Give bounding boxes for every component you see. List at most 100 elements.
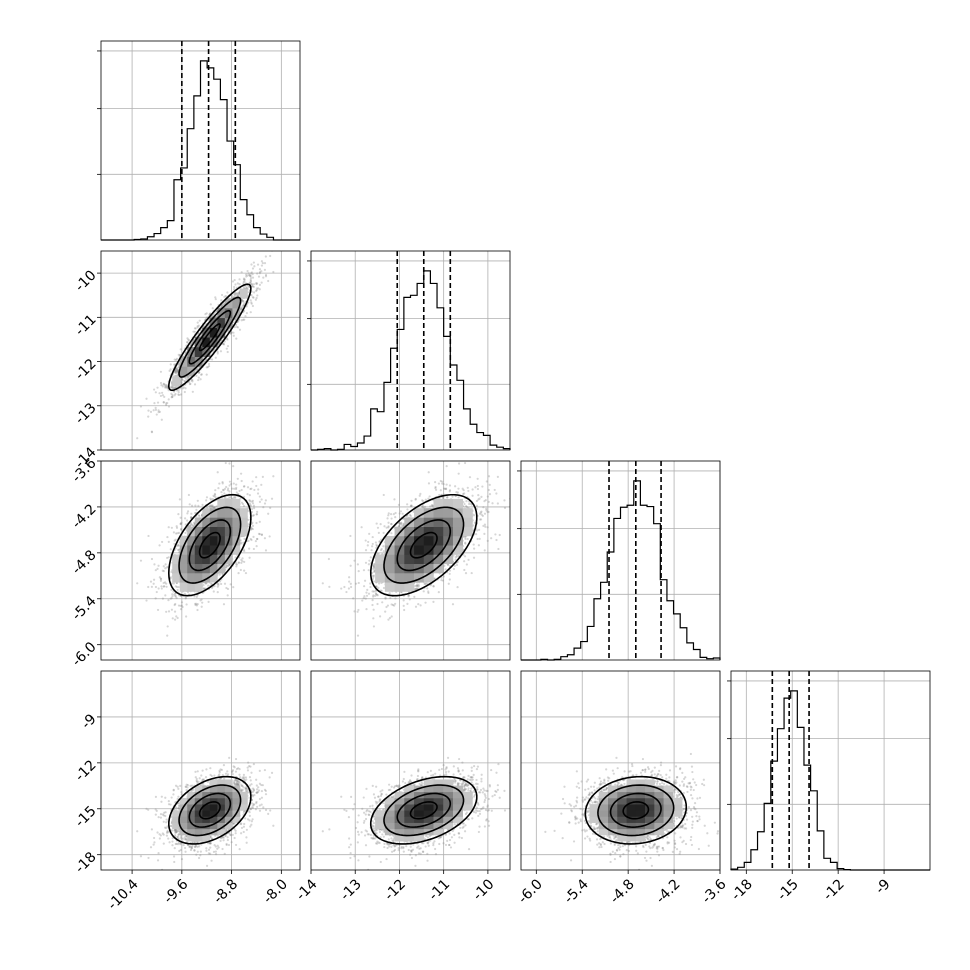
sample-point (229, 495, 232, 499)
sample-point (251, 296, 254, 299)
sample-point (161, 385, 164, 388)
sample-point (174, 370, 177, 373)
sample-point (234, 556, 237, 559)
sample-point (256, 510, 259, 513)
sample-point (255, 288, 258, 292)
sample-point (210, 505, 214, 509)
sample-point (145, 397, 148, 400)
sample-point (236, 282, 239, 285)
sample-point (239, 542, 242, 545)
sample-point (250, 263, 253, 266)
sample-point (187, 376, 190, 379)
sample-point (167, 598, 170, 602)
sample-point (254, 540, 257, 543)
sample-point (159, 370, 163, 373)
sample-point (205, 312, 208, 315)
sample-point (245, 286, 248, 289)
sample-point (157, 410, 160, 414)
sample-point (225, 586, 228, 590)
sample-point (218, 482, 221, 485)
sample-point (167, 540, 170, 543)
sample-point (251, 285, 254, 288)
sample-point (194, 511, 197, 515)
sample-point (183, 380, 186, 383)
sample-point (223, 295, 226, 298)
sample-point (164, 385, 167, 389)
sample-point (225, 485, 228, 489)
sample-point (197, 371, 200, 374)
sample-point (251, 285, 254, 288)
sample-point (255, 484, 258, 488)
sample-point (174, 602, 177, 606)
sample-point (210, 498, 213, 501)
sample-point (270, 497, 274, 500)
sample-point (154, 585, 158, 589)
sample-point (159, 579, 163, 582)
sample-point (214, 489, 217, 492)
histogram-step (521, 480, 721, 661)
sample-point (185, 528, 188, 531)
sample-point (237, 561, 240, 564)
sample-point (243, 278, 246, 281)
sample-point (171, 595, 174, 598)
sample-point (250, 272, 253, 275)
sample-point (196, 367, 199, 370)
sample-point (193, 327, 197, 330)
sample-point (253, 507, 256, 510)
sample-point (221, 304, 224, 307)
sample-point (193, 330, 196, 333)
sample-point (173, 610, 177, 613)
sample-point (242, 485, 246, 488)
histogram-panel (97, 40, 301, 241)
sample-point (180, 383, 183, 386)
sample-point (183, 592, 186, 595)
sample-point (195, 508, 198, 511)
sample-point (174, 595, 177, 598)
sample-point (204, 313, 207, 316)
sample-point (251, 273, 254, 276)
sample-point (183, 517, 187, 520)
sample-point (253, 291, 256, 294)
sample-point (169, 597, 172, 600)
sample-point (174, 370, 177, 373)
sample-point (256, 294, 259, 297)
sample-point (219, 305, 222, 309)
density-cell (224, 317, 233, 328)
sample-point (211, 505, 215, 508)
sample-point (236, 294, 239, 297)
sample-point (223, 582, 227, 585)
sample-point (265, 456, 267, 458)
contour-line (167, 283, 252, 392)
sample-point (165, 402, 168, 405)
sample-point (175, 525, 178, 528)
sample-point (215, 309, 218, 313)
sample-point (216, 352, 219, 355)
sample-point (218, 580, 222, 583)
sample-point (180, 378, 183, 381)
sample-point (267, 279, 270, 283)
sample-point (175, 357, 179, 360)
sample-point (263, 502, 267, 505)
sample-point (214, 296, 217, 299)
sample-point (217, 584, 220, 587)
sample-point (194, 602, 197, 605)
sample-point (197, 504, 200, 507)
sample-point (209, 303, 212, 306)
sample-point (226, 489, 229, 492)
sample-point (249, 274, 252, 278)
sample-point (136, 582, 139, 585)
sample-point (240, 298, 244, 302)
sample-point (258, 272, 261, 275)
sample-point (180, 601, 184, 604)
sample-point (187, 339, 191, 342)
sample-point (217, 487, 220, 490)
sample-point (215, 505, 218, 508)
sample-point (236, 294, 239, 297)
sample-point (160, 383, 163, 387)
sample-point (233, 293, 236, 296)
sample-point (238, 292, 241, 296)
sample-point (156, 567, 159, 571)
sample-point (213, 585, 216, 588)
sample-point (240, 307, 243, 310)
sample-point (192, 330, 195, 333)
